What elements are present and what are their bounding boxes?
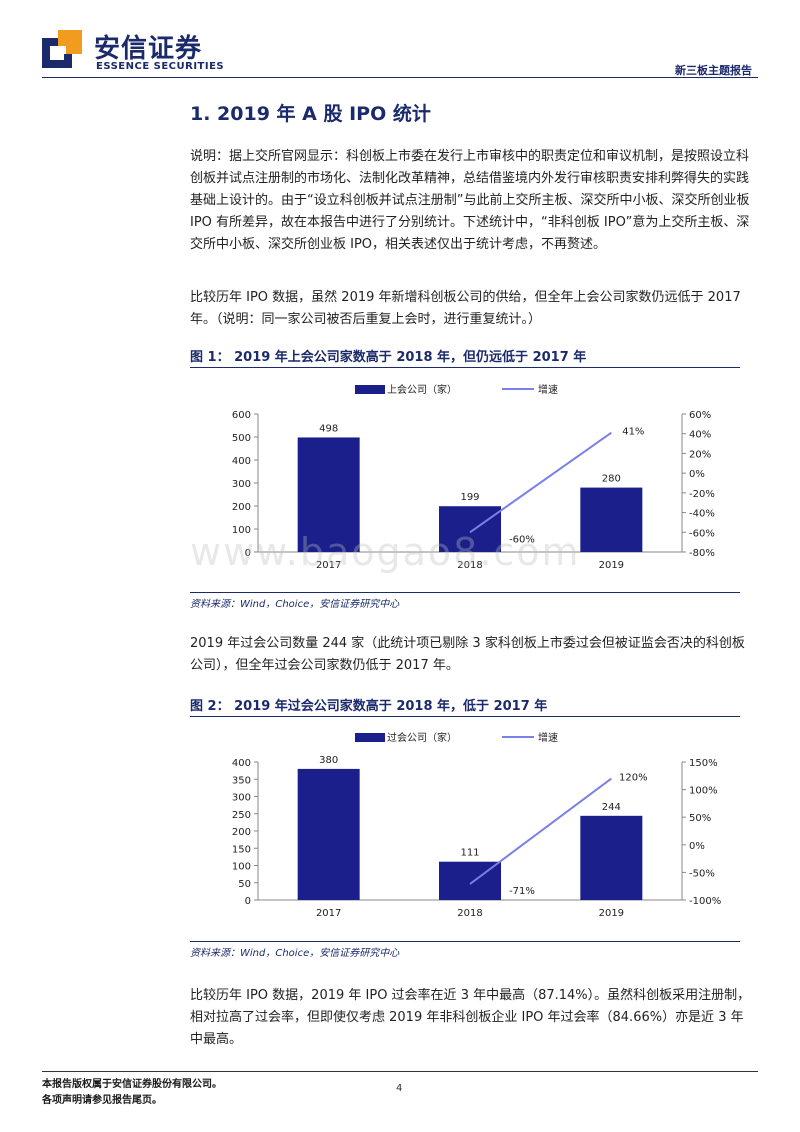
fig2-legend-bar-label: 过会公司（家） [387,731,457,744]
fig1-bar [297,437,360,552]
fig1-y2-tick-label: -40% [689,509,715,520]
figure-2-top-rule [190,716,740,717]
paragraph-ipo-comparison: 比较历年 IPO 数据，虽然 2019 年新增科创板公司的供给，但全年上会公司家… [190,290,741,327]
fig2-y-tick-label: 250 [232,810,251,821]
fig1-growth-label: -60% [509,534,535,545]
fig2-y2-tick-label: 0% [689,841,705,852]
fig1-bar-label: 199 [460,492,479,503]
fig2-x-tick-label: 2017 [316,908,341,919]
page-number: 4 [396,1083,403,1094]
fig2-y2-tick-label: 100% [689,786,718,797]
fig1-growth-line [469,431,612,534]
fig2-y-tick-label: 50 [238,879,251,890]
fig1-y2-tick-label: 40% [689,430,711,441]
fig2-x-tick-label: 2019 [599,908,624,919]
fig2-bar-label: 111 [460,848,479,859]
fig1-y-tick-label: 600 [232,410,251,421]
fig2-growth-label: 120% [619,773,648,784]
fig1-y2-tick-label: 0% [689,469,705,480]
fig2-y-tick-label: 350 [232,775,251,786]
figure-2-bottom-rule [190,941,740,942]
fig2-y2-tick-label: -100% [689,896,721,907]
fig2-y-tick-label: 100 [232,862,251,873]
fig1-bar-label: 498 [319,423,338,434]
essence-logo-icon [42,30,82,68]
fig1-y-tick-label: 500 [232,433,251,444]
figure-1-source: 资料来源：Wind，Choice，安信证券研究中心 [190,599,400,610]
fig1-bar-label: 280 [602,474,621,485]
fig2-legend-line-label: 增速 [538,731,558,744]
paragraph-approved-count: 2019 年过会公司数量 244 家（此统计项已剔除 3 家科创板上市委过会但被… [190,636,745,673]
fig2-y-tick-label: 400 [232,758,251,769]
footer-divider [42,1071,758,1072]
fig2-bar [580,815,643,900]
fig1-legend-bar-swatch [355,385,385,394]
fig2-y-tick-label: 300 [232,793,251,804]
fig2-y2-tick-label: 150% [689,758,718,769]
figure-1-top-rule [190,367,740,368]
figure-2-title: 图 2： 2019 年过会公司家数高于 2018 年，低于 2017 年 [190,699,548,714]
footer-copyright: 本报告版权属于安信证券股份有限公司。 [42,1079,222,1090]
fig1-y-tick-label: 0 [245,548,251,559]
figure-2-source: 资料来源：Wind，Choice，安信证券研究中心 [190,948,400,959]
fig1-x-tick-label: 2018 [457,560,482,571]
logo-english-name: ESSENCE SECURITIES [96,61,225,72]
footer-statement-note: 各项声明请参见报告尾页。 [42,1095,162,1106]
paragraph-note: 说明：据上交所官网显示：科创板上市委在发行上市审核中的职责定位和审议机制，是按照… [190,149,750,252]
header-divider [42,77,758,78]
fig2-y-tick-label: 150 [232,844,251,855]
fig2-growth-label: -71% [509,886,535,897]
figure-1-bottom-rule [190,592,740,593]
fig2-bar-label: 244 [602,802,621,813]
fig1-bar [439,506,501,552]
fig1-y-tick-label: 400 [232,456,251,467]
watermark: www.baogao8.com [190,530,581,574]
fig1-legend-bar-label: 上会公司（家） [387,383,457,396]
paragraph-approval-rate: 比较历年 IPO 数据，2019 年 IPO 过会率在近 3 年中最高（87.1… [190,988,751,1047]
fig2-bar-label: 380 [319,755,338,766]
figure-2-chart: 过会公司（家） 增速 0 50 100 150 200 250 300 350 400 -100% -5… [232,731,721,919]
fig2-growth-line [469,777,612,885]
fig2-y2-tick-label: 50% [689,813,711,824]
fig1-bar [580,487,643,552]
fig1-y-tick-label: 100 [232,525,251,536]
fig1-y2-tick-label: -20% [689,489,715,500]
footer-disclaimer: 本报告版权属于安信证券股份有限公司。 各项声明请参见报告尾页。 [42,1077,222,1109]
section-title: 1. 2019 年 A 股 IPO 统计 [190,103,431,125]
fig1-y-tick-label: 300 [232,479,251,490]
figure-1-title: 图 1： 2019 年上会公司家数高于 2018 年，但仍远低于 2017 年 [190,350,587,365]
fig1-y2-tick-label: 60% [689,410,711,421]
fig1-x-tick-label: 2019 [599,560,624,571]
figure-1-chart: 上会公司（家） 增速 0 100 200 300 400 500 600 -80% -60% -40%… [232,383,715,571]
fig1-y2-tick-label: -80% [689,548,715,559]
fig1-y2-tick-label: 20% [689,449,711,460]
fig1-x-tick-label: 2017 [316,560,341,571]
fig1-y-tick-label: 200 [232,502,251,513]
fig2-bar [297,768,360,900]
report-type-label: 新三板主题报告 [675,64,752,77]
fig1-y2-tick-label: -60% [689,528,715,539]
fig1-growth-label: 41% [622,427,644,438]
fig2-legend-bar-swatch [355,733,385,742]
logo-chinese-name: 安信证券 [94,34,203,64]
fig2-y-tick-label: 0 [245,896,251,907]
fig2-x-tick-label: 2018 [457,908,482,919]
fig2-y2-tick-label: -50% [689,868,715,879]
fig1-legend-line-label: 增速 [538,383,558,396]
fig2-y-tick-label: 200 [232,827,251,838]
